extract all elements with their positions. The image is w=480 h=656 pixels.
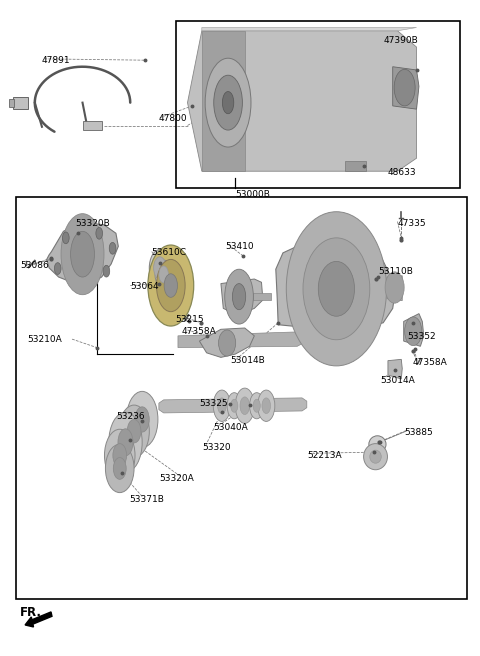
Ellipse shape bbox=[286, 212, 386, 366]
Ellipse shape bbox=[231, 400, 238, 412]
Text: 53410: 53410 bbox=[226, 242, 254, 251]
FancyArrow shape bbox=[25, 612, 52, 627]
Polygon shape bbox=[276, 238, 395, 329]
Ellipse shape bbox=[258, 390, 275, 421]
Text: 53210A: 53210A bbox=[28, 335, 62, 344]
Ellipse shape bbox=[105, 429, 135, 482]
Text: 53320: 53320 bbox=[202, 443, 230, 452]
Text: 53064: 53064 bbox=[130, 282, 159, 291]
Ellipse shape bbox=[262, 398, 271, 413]
Text: 47800: 47800 bbox=[159, 114, 188, 123]
Ellipse shape bbox=[126, 392, 158, 447]
Ellipse shape bbox=[369, 436, 386, 453]
Ellipse shape bbox=[113, 443, 127, 467]
Polygon shape bbox=[253, 293, 271, 300]
Text: 53320B: 53320B bbox=[75, 219, 110, 228]
Text: 47390B: 47390B bbox=[383, 36, 418, 45]
Text: 47891: 47891 bbox=[42, 56, 71, 65]
Text: 53610C: 53610C bbox=[152, 249, 187, 257]
Polygon shape bbox=[387, 276, 402, 300]
Ellipse shape bbox=[250, 393, 264, 419]
Polygon shape bbox=[9, 98, 14, 106]
Ellipse shape bbox=[222, 92, 234, 113]
Ellipse shape bbox=[164, 274, 178, 297]
Text: FR.: FR. bbox=[20, 605, 42, 619]
Ellipse shape bbox=[232, 283, 246, 310]
Ellipse shape bbox=[156, 259, 185, 312]
Polygon shape bbox=[83, 121, 102, 130]
Polygon shape bbox=[393, 67, 419, 109]
Ellipse shape bbox=[159, 266, 168, 283]
Ellipse shape bbox=[135, 407, 149, 432]
Ellipse shape bbox=[118, 429, 133, 456]
Ellipse shape bbox=[214, 75, 242, 130]
Ellipse shape bbox=[405, 317, 422, 346]
Ellipse shape bbox=[127, 419, 141, 443]
Ellipse shape bbox=[240, 397, 250, 415]
Ellipse shape bbox=[213, 390, 230, 421]
Ellipse shape bbox=[54, 262, 61, 274]
Ellipse shape bbox=[303, 238, 370, 340]
Polygon shape bbox=[388, 359, 402, 379]
Text: 52213A: 52213A bbox=[307, 451, 341, 460]
Polygon shape bbox=[345, 161, 366, 171]
Ellipse shape bbox=[218, 330, 236, 356]
Text: 53236: 53236 bbox=[116, 412, 144, 420]
Text: 53320A: 53320A bbox=[159, 474, 193, 483]
Ellipse shape bbox=[149, 250, 170, 286]
Ellipse shape bbox=[62, 232, 69, 244]
Text: 47335: 47335 bbox=[397, 219, 426, 228]
Ellipse shape bbox=[113, 458, 126, 480]
Ellipse shape bbox=[96, 228, 103, 239]
Ellipse shape bbox=[394, 70, 415, 106]
Text: 53352: 53352 bbox=[407, 332, 436, 341]
Ellipse shape bbox=[225, 269, 253, 324]
Text: 53014A: 53014A bbox=[380, 376, 415, 385]
Text: 53110B: 53110B bbox=[378, 267, 413, 276]
Polygon shape bbox=[159, 398, 307, 413]
Text: 53325: 53325 bbox=[199, 399, 228, 407]
Ellipse shape bbox=[109, 412, 142, 472]
Text: 53885: 53885 bbox=[405, 428, 433, 437]
Text: 47358A: 47358A bbox=[182, 327, 216, 336]
Polygon shape bbox=[202, 28, 417, 31]
Ellipse shape bbox=[364, 443, 387, 470]
Ellipse shape bbox=[205, 58, 251, 147]
Polygon shape bbox=[13, 96, 28, 108]
Text: 53000B: 53000B bbox=[235, 190, 270, 199]
Polygon shape bbox=[188, 31, 417, 171]
Ellipse shape bbox=[103, 265, 110, 277]
Text: 53040A: 53040A bbox=[214, 423, 249, 432]
Bar bbox=[176, 21, 459, 188]
Text: 53086: 53086 bbox=[21, 262, 49, 270]
Ellipse shape bbox=[148, 245, 194, 326]
Ellipse shape bbox=[155, 260, 172, 289]
Ellipse shape bbox=[253, 400, 260, 412]
Polygon shape bbox=[178, 332, 304, 348]
Ellipse shape bbox=[119, 405, 149, 457]
Ellipse shape bbox=[227, 393, 241, 419]
Ellipse shape bbox=[154, 256, 166, 279]
Polygon shape bbox=[47, 222, 118, 283]
Ellipse shape bbox=[106, 444, 134, 493]
Polygon shape bbox=[404, 314, 424, 346]
Text: 53371B: 53371B bbox=[129, 495, 164, 504]
Ellipse shape bbox=[61, 214, 104, 295]
Text: 48633: 48633 bbox=[388, 168, 417, 177]
Ellipse shape bbox=[217, 398, 226, 413]
Text: 47358A: 47358A bbox=[413, 358, 447, 367]
Ellipse shape bbox=[370, 450, 381, 463]
Polygon shape bbox=[202, 31, 245, 171]
Polygon shape bbox=[221, 279, 263, 315]
Polygon shape bbox=[199, 328, 254, 358]
Ellipse shape bbox=[235, 388, 254, 423]
Text: 53215: 53215 bbox=[176, 315, 204, 324]
Ellipse shape bbox=[109, 243, 116, 254]
Ellipse shape bbox=[318, 261, 355, 316]
Bar bbox=[16, 197, 467, 599]
Ellipse shape bbox=[385, 272, 404, 303]
Text: 53014B: 53014B bbox=[230, 356, 265, 365]
Ellipse shape bbox=[71, 232, 95, 277]
